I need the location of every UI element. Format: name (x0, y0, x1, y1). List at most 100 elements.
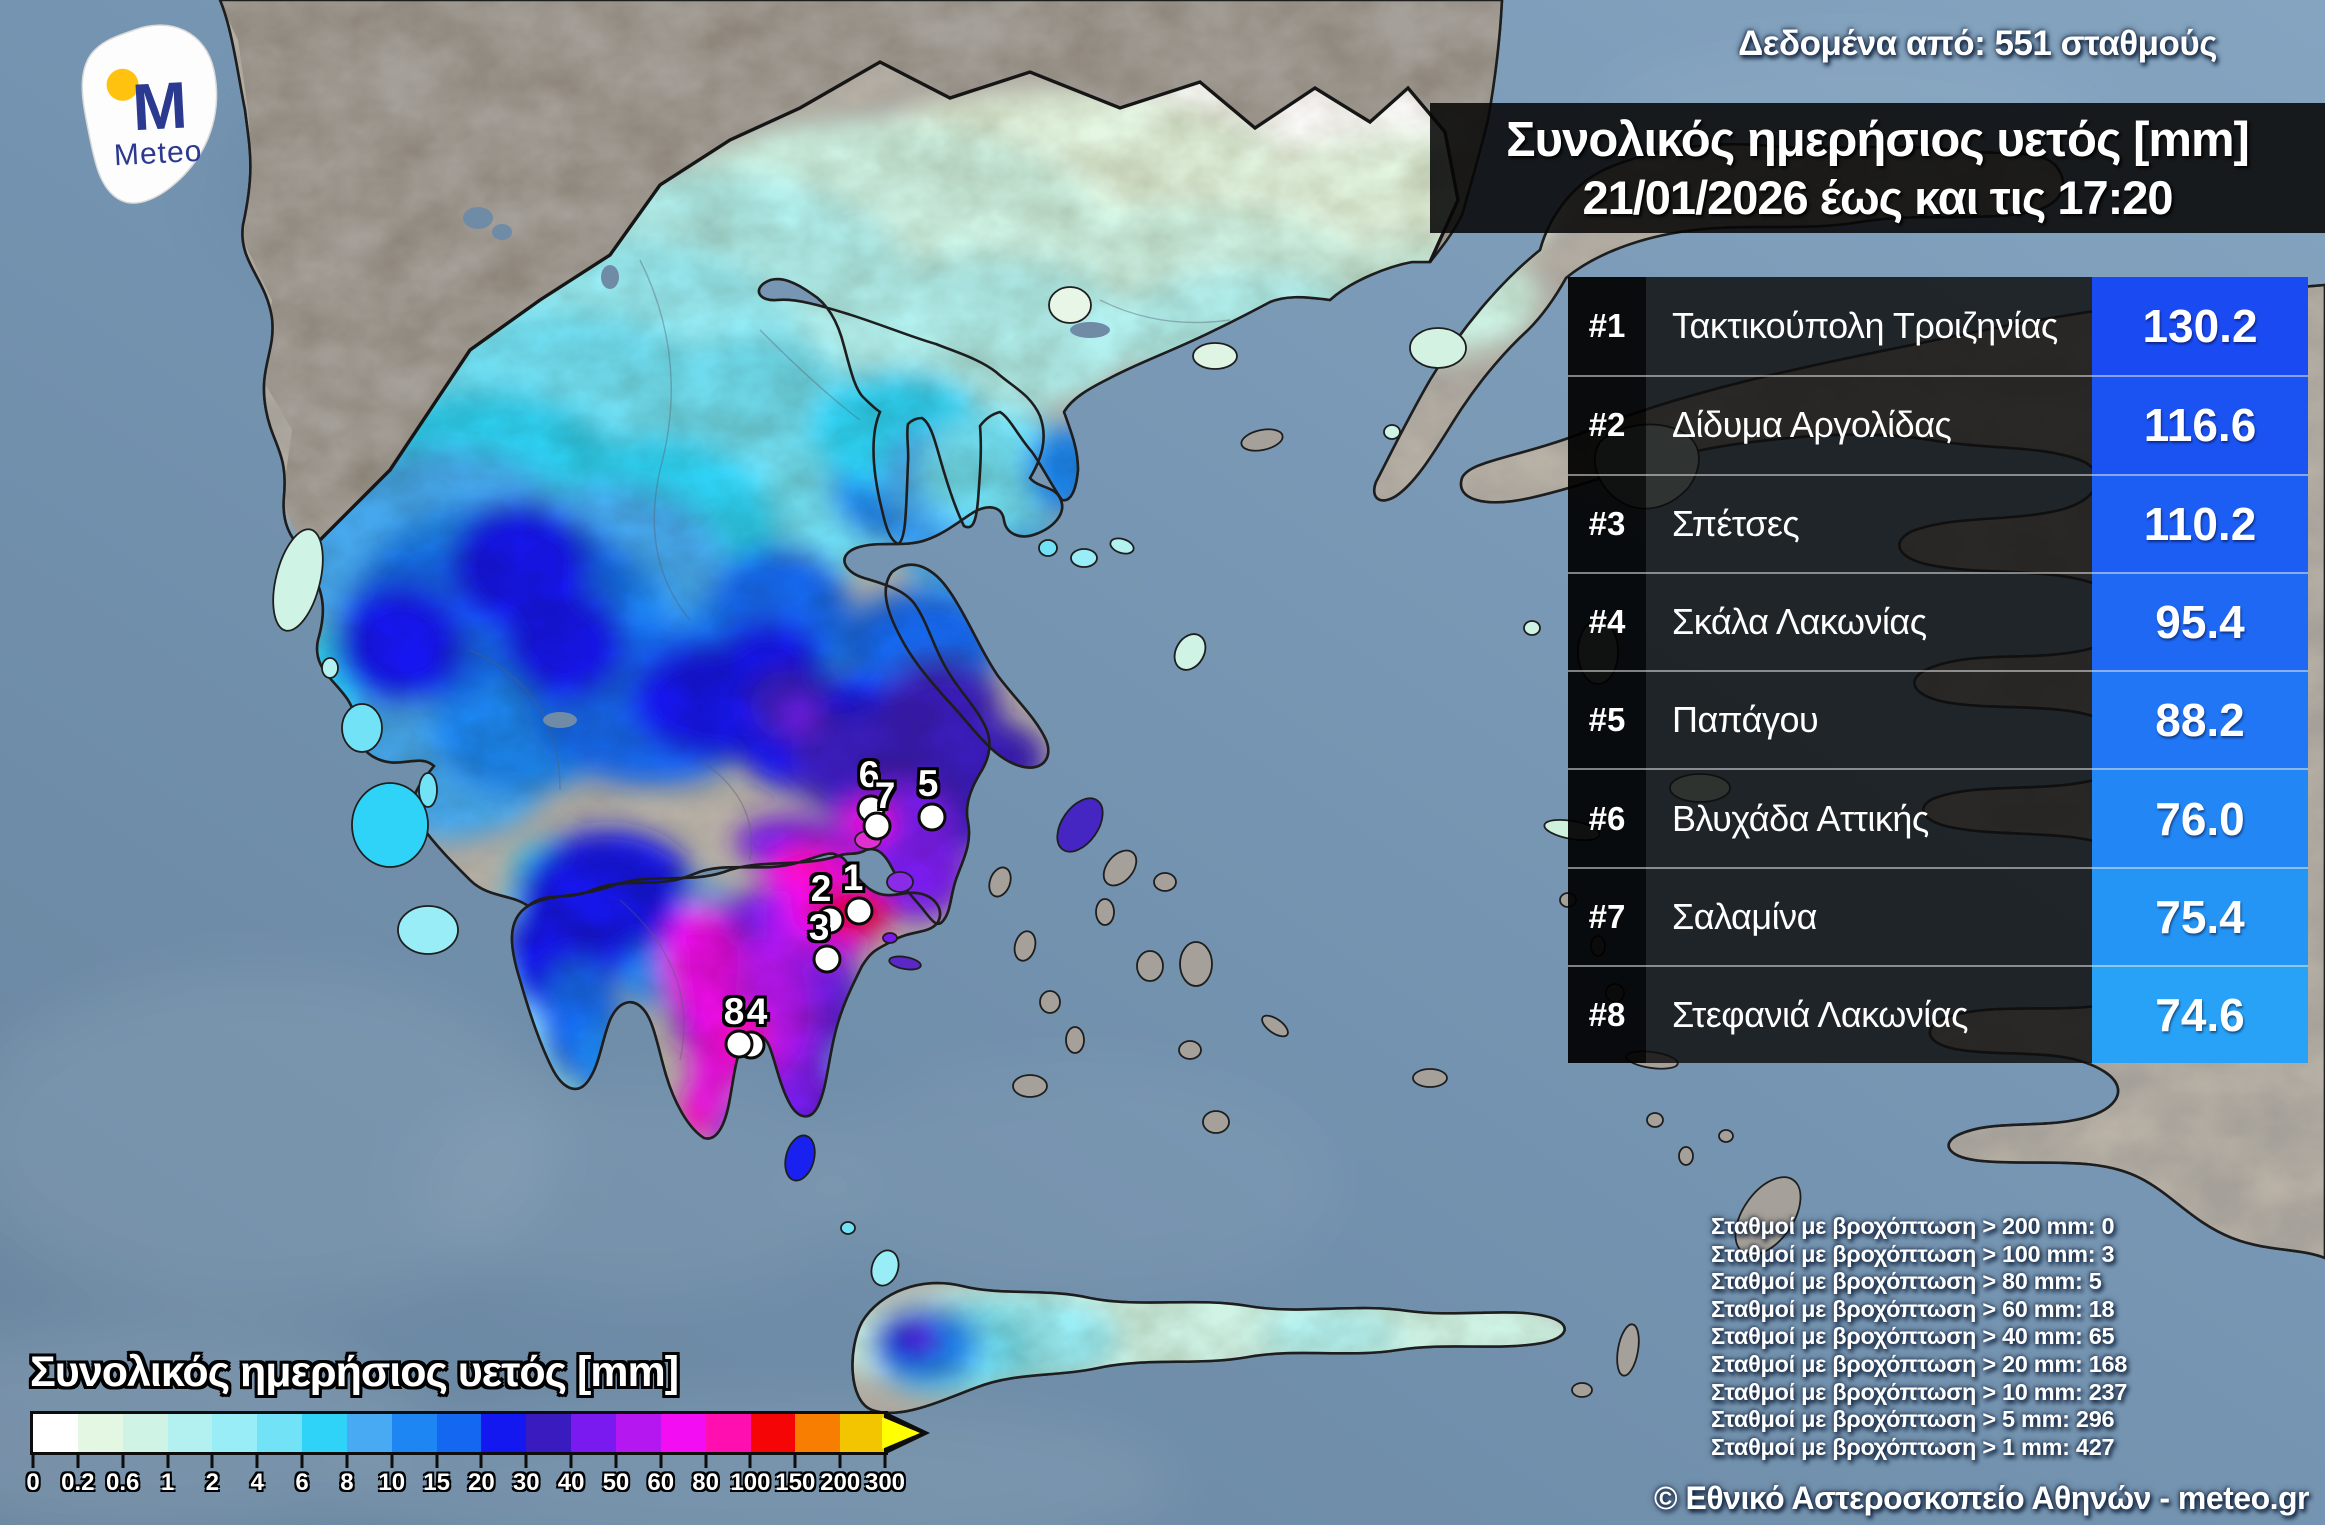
map-title-line2: 21/01/2026 έως και τις 17:20 (1582, 170, 2173, 224)
station-name-cell: Βλυχάδα Αττικής (1646, 768, 2092, 867)
legend: Συνολικός ημερήσιος υετός [mm] 0 0.2 0.6 1 2… (26, 1348, 930, 1501)
top-stations-table: #1 Τακτικούπολη Τροιζηνίας 130.2 #2 Δίδυμα Α… (1568, 277, 2308, 1064)
stat-line: Σταθμοί με βροχόπτωση > 100 mm: 3 (1711, 1240, 2115, 1267)
station-rank-label-1: 1 (842, 857, 864, 898)
legend-tick-label: 40 (557, 1469, 585, 1496)
legend-tick-label: 150 (775, 1469, 816, 1496)
legend-tick-mark (883, 1455, 887, 1468)
legend-tick-label: 0.6 (105, 1469, 140, 1496)
station-rank-label-2: 2 (810, 868, 832, 909)
map-title-line1: Συνολικός ημερήσιος υετός [mm] (1506, 112, 2250, 167)
rank-cell: #5 (1568, 670, 1646, 769)
legend-tick-label: 300 (864, 1469, 906, 1496)
legend-tick-mark (479, 1455, 483, 1468)
lakes (463, 207, 1110, 728)
legend-tick-label: 2 (205, 1469, 220, 1496)
station-dot-1 (844, 896, 874, 926)
station-name-cell: Παπάγου (1646, 670, 2092, 769)
station-rank-label-4: 4 (746, 991, 768, 1032)
legend-tick-label: 200 (820, 1469, 861, 1496)
rank-cell: #4 (1568, 571, 1646, 671)
legend-color-segment (571, 1414, 616, 1452)
stat-line: Σταθμοί με βροχόπτωση > 40 mm: 65 (1711, 1323, 2115, 1350)
legend-tick-mark (614, 1455, 618, 1468)
map-title-panel: Συνολικός ημερήσιος υετός [mm] 21/01/202… (1430, 103, 2325, 233)
copyright-notice[interactable]: © Εθνικό Αστεροσκοπείο Αθηνών - meteo.gr (1654, 1480, 2309, 1516)
station-name-cell: Σκάλα Λακωνίας (1646, 571, 2092, 671)
meteo-logo[interactable]: M Meteo (38, 12, 238, 232)
legend-tick-mark (121, 1455, 125, 1468)
legend-tick-mark (31, 1455, 35, 1468)
legend-tick-label: 4 (250, 1469, 264, 1496)
legend-color-segment (346, 1414, 392, 1452)
legend-color-segment (840, 1414, 886, 1452)
legend-color-segment (660, 1414, 706, 1452)
station-dot-8 (724, 1029, 754, 1059)
station-name-cell: Τακτικούπολη Τροιζηνίας (1646, 277, 2092, 376)
rank-cell: #6 (1568, 768, 1646, 867)
legend-color-segment (615, 1414, 661, 1452)
station-name-cell: Σαλαμίνα (1646, 866, 2092, 966)
rainfall-value-cell: 75.4 (2092, 866, 2308, 966)
station-dot-5 (917, 802, 947, 832)
logo-sun-icon (106, 68, 139, 101)
legend-tick-label: 15 (423, 1469, 450, 1496)
logo-letter: M (130, 67, 189, 144)
station-dot-2 (815, 905, 845, 935)
legend-tick-mark (659, 1455, 663, 1468)
rank-cell: #2 (1568, 375, 1646, 474)
station-rank-label-5: 5 (917, 763, 939, 804)
station-dot-3 (812, 944, 842, 974)
legend-tick-mark (166, 1455, 170, 1468)
legend-tick-mark (748, 1455, 752, 1468)
legend-tick-mark (76, 1455, 80, 1468)
station-name-cell: Στεφανιά Λακωνίας (1646, 965, 2092, 1064)
stat-line: Σταθμοί με βροχόπτωση > 200 mm: 0 (1711, 1213, 2115, 1239)
legend-color-segment (436, 1414, 482, 1452)
station-rank-label-3: 3 (808, 907, 830, 948)
stat-line: Σταθμοί με βροχόπτωση > 10 mm: 237 (1711, 1378, 2128, 1405)
rainfall-value-cell: 95.4 (2092, 571, 2308, 671)
meteo-logo-graphic: M Meteo (81, 24, 218, 204)
legend-tick-label: 1 (160, 1469, 175, 1496)
legend-tick-label: 0.2 (61, 1469, 95, 1496)
legend-color-segment (391, 1414, 437, 1452)
station-rank-label-7: 7 (874, 775, 896, 816)
legend-title: Συνολικός ημερήσιος υετός [mm] (30, 1348, 679, 1396)
legend-tick-mark (210, 1455, 214, 1468)
national-border-line (303, 60, 1460, 557)
station-name-cell: Δίδυμα Αργολίδας (1646, 375, 2092, 474)
legend-ticks: 0 0.2 0.6 1 2 4 6 8 10 15 20 30 40 50 60 80 100 150 200 300 (26, 1455, 930, 1501)
legend-tick-label: 6 (295, 1469, 309, 1496)
legend-color-segment (795, 1414, 841, 1452)
rank-cell: #7 (1568, 866, 1646, 966)
station-rank-label-8: 8 (723, 991, 745, 1032)
legend-tick-mark (435, 1455, 439, 1468)
legend-color-segment (33, 1414, 78, 1452)
legend-color-segment (257, 1414, 303, 1452)
rainfall-value-cell: 116.6 (2092, 375, 2308, 474)
legend-tick-label: 10 (378, 1469, 406, 1496)
legend-color-segment (212, 1414, 258, 1452)
stat-line: Σταθμοί με βροχόπτωση > 5 mm: 296 (1711, 1406, 2115, 1433)
legend-tick-mark (300, 1455, 304, 1468)
stat-line: Σταθμοί με βροχόπτωση > 1 mm: 427 (1711, 1433, 2115, 1460)
legend-colorbar (30, 1411, 930, 1455)
stations-count-banner: Δεδομένα από: 551 σταθμούς (1738, 24, 2217, 63)
legend-tick-mark (345, 1455, 349, 1468)
station-name-cell: Σπέτσες (1646, 473, 2092, 572)
rainfall-value-cell: 88.2 (2092, 670, 2308, 769)
logo-brand-text: Meteo (113, 135, 203, 173)
legend-tick-mark (524, 1455, 528, 1468)
legend-tick-label: 100 (730, 1469, 771, 1496)
legend-tick-label: 20 (468, 1469, 495, 1496)
legend-tick-mark (838, 1455, 842, 1468)
legend-color-segment (750, 1414, 796, 1452)
rainfall-threshold-stats: Σταθμοί με βροχόπτωση > 200 mm: 0 Σταθμοί… (1711, 1213, 2127, 1461)
legend-tick-label: 8 (340, 1469, 354, 1496)
legend-color-segment (705, 1414, 751, 1452)
rainfall-value-cell: 76.0 (2092, 768, 2308, 867)
legend-tick-mark (793, 1455, 797, 1468)
rank-cell: #1 (1568, 277, 1646, 376)
